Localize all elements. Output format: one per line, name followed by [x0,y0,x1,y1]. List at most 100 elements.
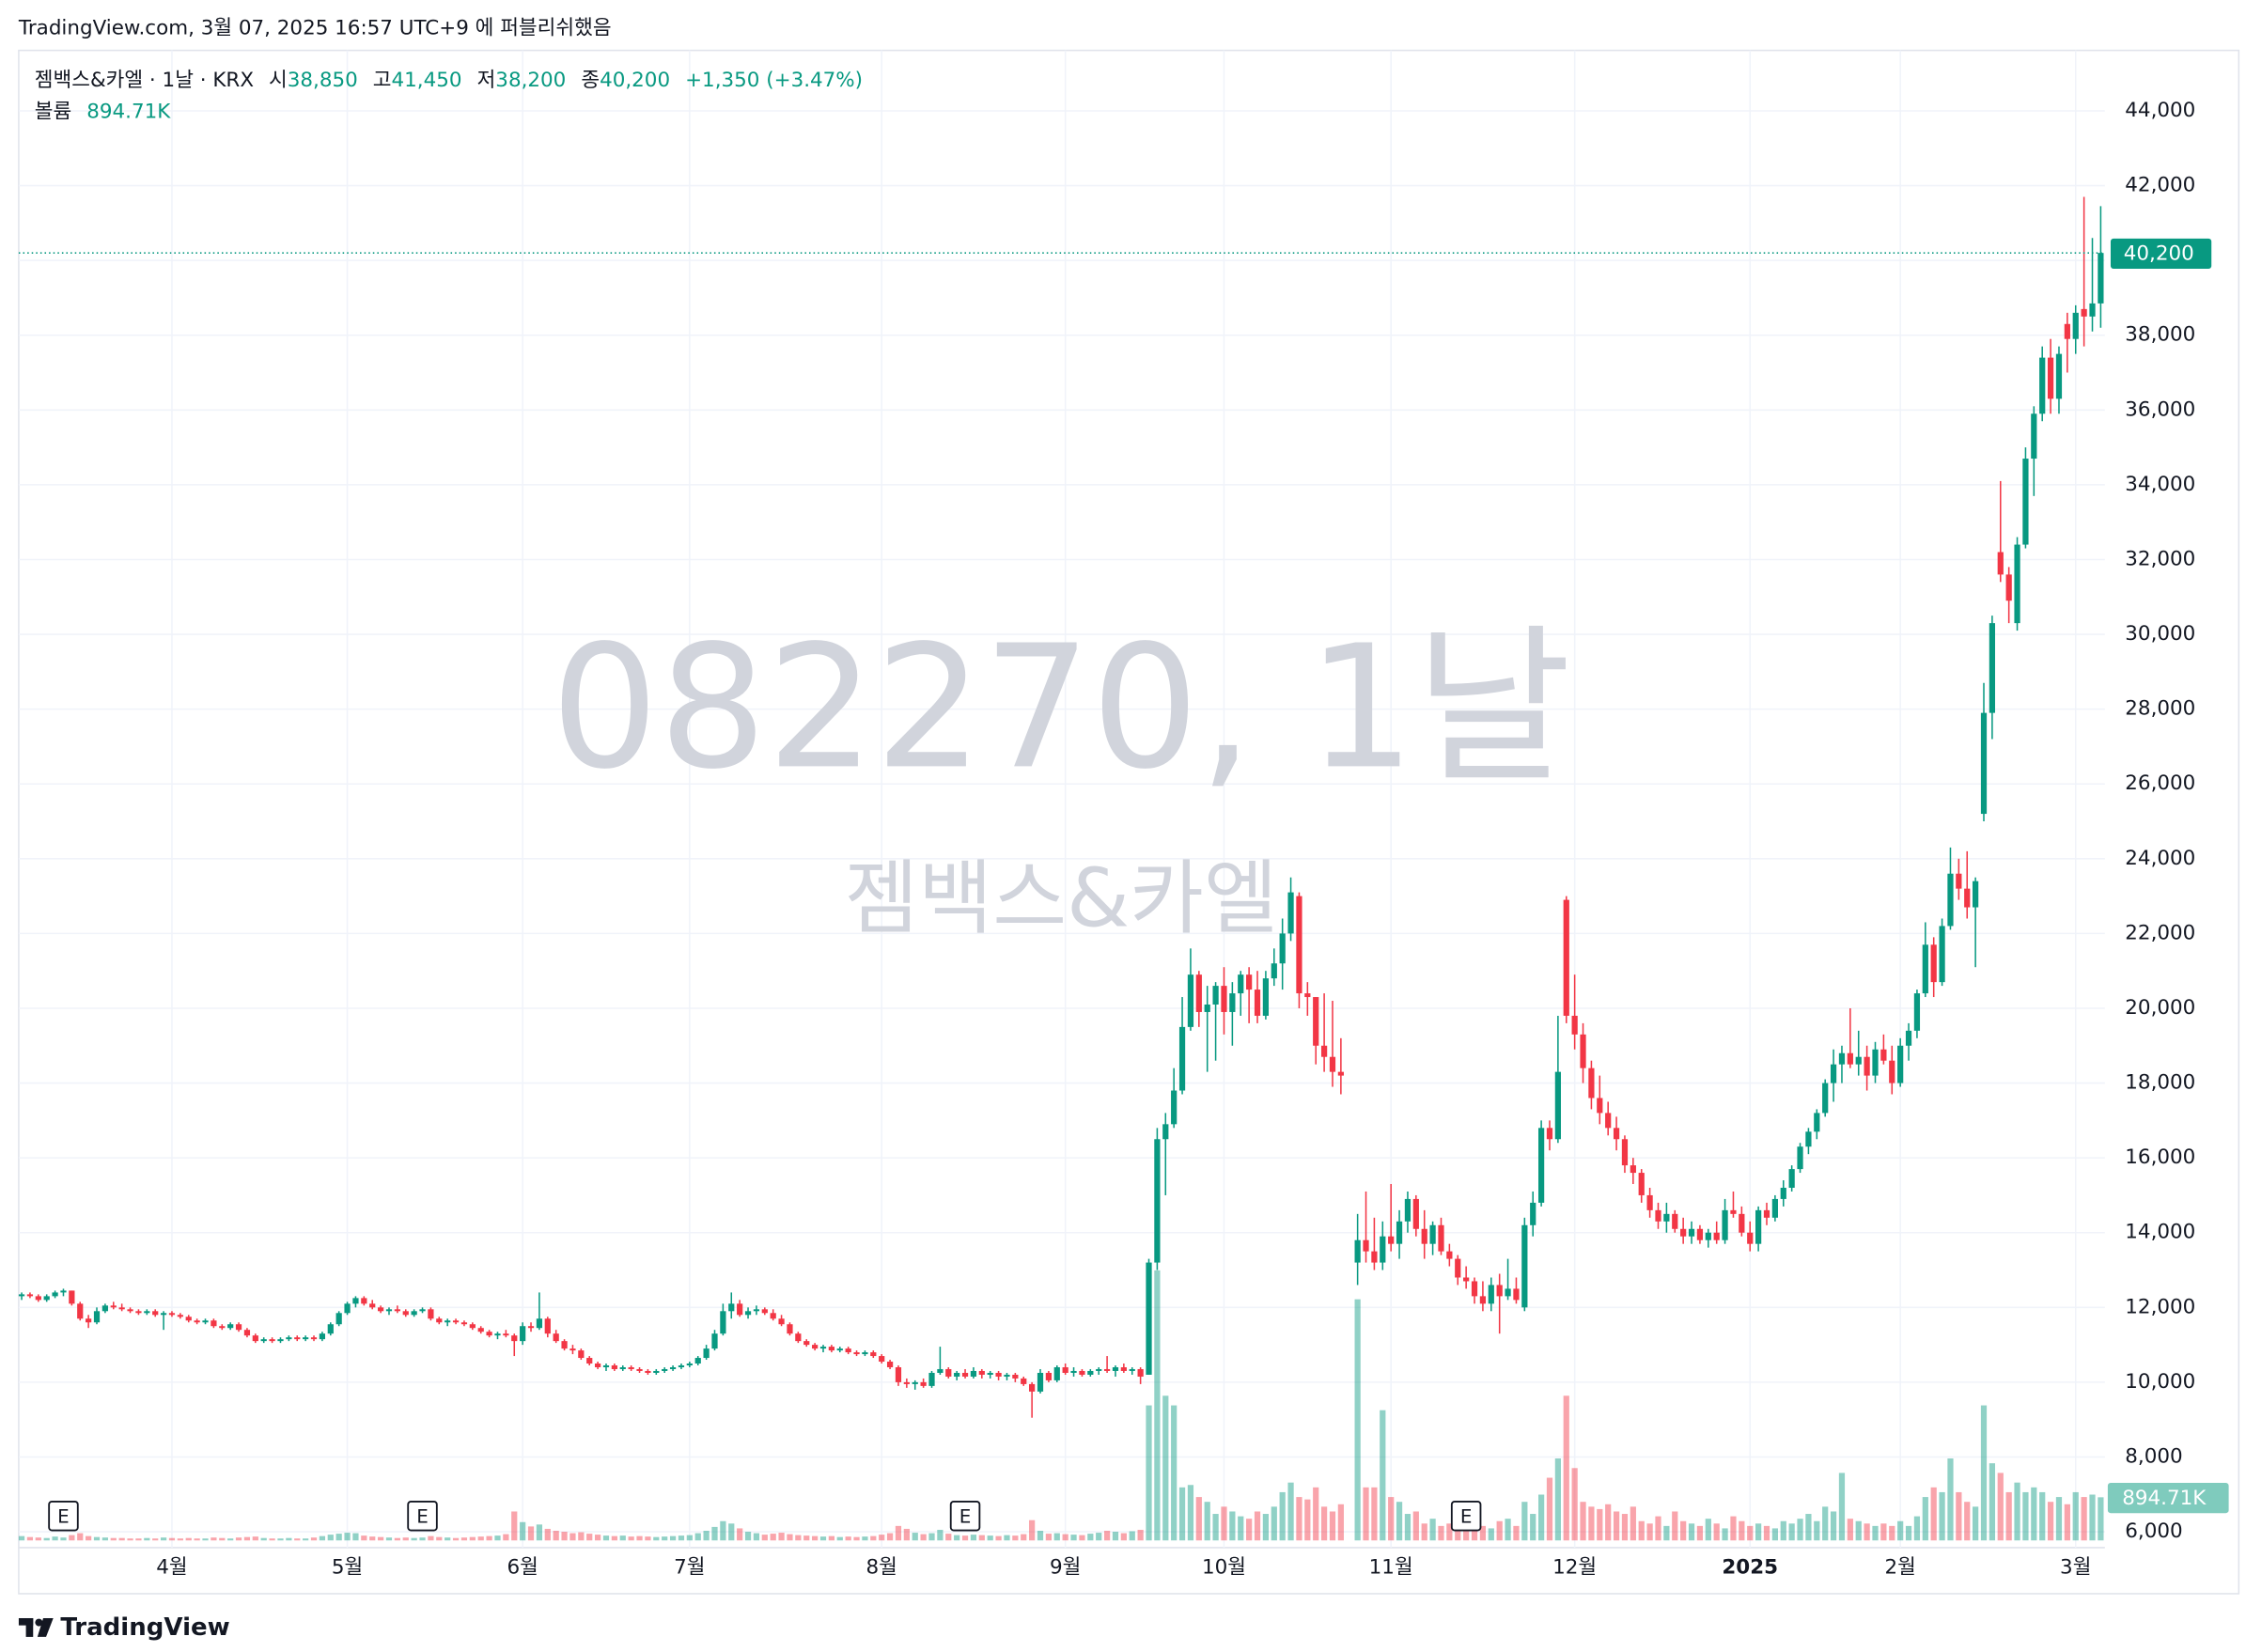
candle-body [995,1372,1002,1377]
volume-bar [1563,1395,1569,1541]
volume-bar [310,1537,318,1541]
volume-bar [194,1538,200,1541]
candle-body [862,1352,868,1355]
candle-body [1287,892,1294,934]
logo-part [37,1617,54,1637]
volume-bar [1421,1523,1427,1541]
candle-body [1053,1366,1060,1380]
volume-bar [135,1538,142,1541]
candle-body [536,1318,543,1329]
volume-bar [1246,1519,1253,1541]
candle-body [1421,1228,1427,1244]
candle-body [1254,990,1261,1016]
y-tick-label: 34,000 [2125,473,2195,496]
legend-high-label: 고 [373,69,392,92]
candle-body [778,1318,785,1325]
volume-bar [1838,1473,1846,1541]
volume-bar [1530,1514,1536,1541]
y-tick-label: 20,000 [2125,996,2195,1020]
candle-body [1329,1056,1336,1072]
candle-body [1103,1368,1111,1371]
candle-body [1429,1224,1436,1244]
volume-bar [361,1535,367,1541]
volume-bar [1053,1533,1060,1541]
volume-bar [1722,1528,1728,1541]
volume-bar [853,1536,860,1541]
volume-bar [1830,1511,1837,1541]
volume-bar [1154,1270,1161,1541]
volume-bar [1212,1514,1219,1541]
legend-high: 41,450 [392,69,462,92]
volume-bar [753,1533,760,1541]
volume-bar [1178,1487,1186,1541]
volume-bar [611,1535,617,1541]
candle-body [586,1358,593,1364]
candle-body [678,1364,685,1367]
candle-body [1530,1202,1536,1225]
volume-bar [1705,1519,1711,1541]
candle-body [1597,1098,1603,1114]
volume-bar [1613,1511,1620,1541]
candle-body [327,1324,334,1334]
legend-close: 40,200 [600,69,670,92]
y-tick-label: 26,000 [2125,771,2195,795]
volume-bar [987,1535,993,1541]
volume-bar [1513,1525,1520,1541]
candle-body [2022,459,2029,545]
volume-bar [243,1536,251,1541]
volume-bar [1146,1405,1152,1541]
volume-bar [2064,1504,2070,1541]
volume-bar [945,1534,952,1541]
volume-bar [1805,1514,1812,1541]
candle-body [527,1326,535,1329]
volume-bar [1646,1523,1653,1541]
candle-body [1271,963,1277,979]
volume-bar [436,1536,443,1541]
candle-body [1496,1285,1503,1297]
candle-body [1847,1052,1853,1065]
volume-bar [1012,1535,1019,1541]
candle-body [845,1348,851,1353]
volume-bar [1814,1520,1820,1541]
volume-bar [795,1535,802,1541]
candle-body [1939,926,1945,983]
candle-body [1262,978,1270,1016]
legend-symbol: 젬백스&카엘 · 1날 · KRX [35,69,255,92]
earnings-marker [949,1500,981,1532]
candle-body [703,1348,710,1359]
volume-bar [252,1536,258,1541]
candle-body [694,1358,701,1364]
candle-body [1070,1370,1077,1373]
volume-bar [1229,1511,1236,1541]
candle-body [1621,1139,1629,1166]
candle-body [252,1335,258,1342]
candle-body [1238,974,1244,994]
earnings-label: E [959,1505,972,1527]
candle-body [402,1311,409,1316]
candle-body [1739,1213,1745,1233]
candle-body [636,1368,643,1371]
volume-bar [2005,1491,2012,1541]
volume-bar [1112,1532,1119,1541]
volume-bar [1588,1506,1595,1541]
volume-bar [1537,1494,1545,1541]
volume-bar [127,1538,133,1541]
volume-label: 894.71K [2122,1487,2207,1510]
volume-bar [761,1535,768,1541]
candle-body [1455,1258,1461,1278]
volume-bar [101,1537,109,1541]
x-tick-label: 11월 [1369,1555,1413,1579]
volume-bar [1989,1463,1996,1541]
legend-close-label: 종 [581,69,600,92]
candle-body [1129,1368,1135,1371]
volume-bar [369,1536,376,1541]
volume-bar [1621,1514,1629,1541]
volume-bar [1045,1534,1053,1541]
y-tick-label: 12,000 [2125,1295,2195,1318]
candle-body [419,1309,426,1312]
volume-bar [168,1537,176,1541]
candle-body [452,1320,460,1323]
candle-body [1479,1296,1487,1304]
volume-bar [1096,1533,1102,1541]
